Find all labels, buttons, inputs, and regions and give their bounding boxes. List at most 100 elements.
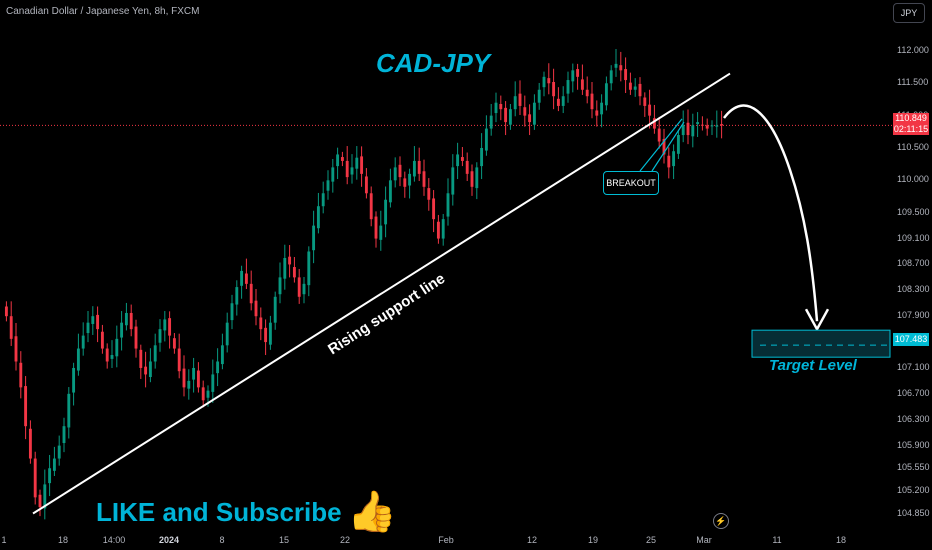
- candle-body: [278, 277, 282, 295]
- candle-body: [340, 157, 344, 161]
- candle-body: [100, 331, 104, 349]
- candle-body: [638, 83, 642, 97]
- candle-body: [211, 374, 215, 392]
- candle-body: [326, 180, 330, 191]
- candle-body: [201, 387, 205, 401]
- candle-body: [124, 312, 128, 326]
- candle-body: [321, 193, 325, 207]
- chart-title: CAD-JPY: [376, 48, 491, 78]
- x-tick-label: 8: [219, 535, 225, 545]
- candle-body: [662, 138, 666, 155]
- candle-body: [422, 171, 426, 187]
- candle-body: [451, 167, 455, 195]
- candle-body: [345, 160, 349, 178]
- candle-body: [720, 124, 724, 126]
- candle-body: [14, 336, 18, 362]
- candle-body: [48, 468, 52, 484]
- candle-body: [470, 171, 474, 187]
- candle-body: [667, 155, 671, 168]
- candle-body: [542, 76, 546, 88]
- candle-body: [158, 329, 162, 343]
- candle-body: [436, 221, 440, 239]
- candle-body: [484, 128, 488, 151]
- candle-body: [489, 115, 493, 129]
- candle-body: [633, 86, 637, 90]
- candle-body: [81, 335, 85, 349]
- x-tick-label: 1: [1, 535, 7, 545]
- candle-body: [528, 114, 532, 123]
- candle-body: [105, 348, 109, 362]
- candle-body: [316, 206, 320, 229]
- candle-body: [225, 322, 229, 346]
- lightning-icon[interactable]: ⚡: [713, 513, 729, 529]
- candle-body: [465, 160, 469, 174]
- candle-body: [417, 160, 421, 174]
- y-tick-label: 112.000: [897, 44, 929, 55]
- candle-body: [369, 193, 373, 220]
- y-tick-label: 106.700: [897, 387, 930, 398]
- candle-body: [580, 79, 584, 90]
- candle-body: [76, 348, 80, 371]
- candle-body: [62, 426, 66, 444]
- candle-body: [230, 303, 234, 321]
- candle-body: [72, 367, 76, 393]
- candle-body: [556, 98, 560, 106]
- candle-body: [508, 109, 512, 125]
- candle-body: [412, 160, 416, 177]
- candle-body: [240, 270, 244, 286]
- candle-body: [566, 80, 570, 94]
- candle-body: [148, 361, 152, 378]
- candle-body: [585, 89, 589, 97]
- candle-body: [676, 135, 680, 154]
- y-tick-label: 105.200: [897, 484, 930, 495]
- arrowhead: [804, 308, 830, 332]
- candle-body: [177, 348, 181, 372]
- y-tick-label: 108.300: [897, 284, 930, 295]
- symbol-header: Canadian Dollar / Japanese Yen, 8h, FXCM: [6, 6, 200, 17]
- candle-body: [696, 122, 700, 125]
- candle-body: [388, 180, 392, 203]
- bar-countdown: 02:11:15: [893, 124, 929, 134]
- candle-body: [110, 355, 114, 359]
- candle-body: [595, 110, 599, 116]
- candle-body: [681, 125, 685, 136]
- y-tick-label: 107.100: [897, 361, 930, 372]
- candle-body: [403, 178, 407, 187]
- candle-body: [475, 167, 479, 189]
- candle-body: [172, 338, 176, 349]
- candle-body: [268, 322, 272, 345]
- x-tick-label: 22: [339, 535, 351, 545]
- breakout-callout: BREAKOUT: [603, 171, 659, 195]
- candle-body: [672, 151, 676, 167]
- candle-body: [249, 283, 253, 304]
- candle-body: [67, 393, 71, 428]
- candle-body: [144, 366, 148, 375]
- candle-body: [657, 128, 661, 142]
- candle-body: [312, 225, 316, 251]
- candle-body: [43, 484, 47, 509]
- y-tick-label: 107.900: [897, 310, 930, 321]
- candle-body: [350, 167, 354, 175]
- current-price-tag: 110.849 02:11:15: [893, 113, 929, 135]
- candle-body: [24, 386, 28, 427]
- candle-body: [700, 124, 704, 126]
- candle-body: [244, 273, 248, 284]
- candle-body: [235, 287, 239, 305]
- y-tick-label: 109.100: [897, 232, 930, 243]
- candle-body: [619, 65, 623, 71]
- candle-body: [705, 125, 709, 129]
- thumbs-up-icon: 👍: [347, 490, 397, 534]
- candle-body: [446, 193, 450, 217]
- candle-body: [307, 251, 311, 286]
- candle-body: [360, 156, 364, 174]
- candle-body: [710, 125, 714, 127]
- candle-body: [57, 445, 61, 459]
- candle-body: [532, 102, 536, 125]
- x-tick-label: 19: [587, 535, 599, 545]
- candle-body: [518, 93, 522, 106]
- candle-body: [4, 306, 8, 317]
- candle-body: [547, 78, 551, 84]
- currency-button[interactable]: JPY: [893, 3, 925, 23]
